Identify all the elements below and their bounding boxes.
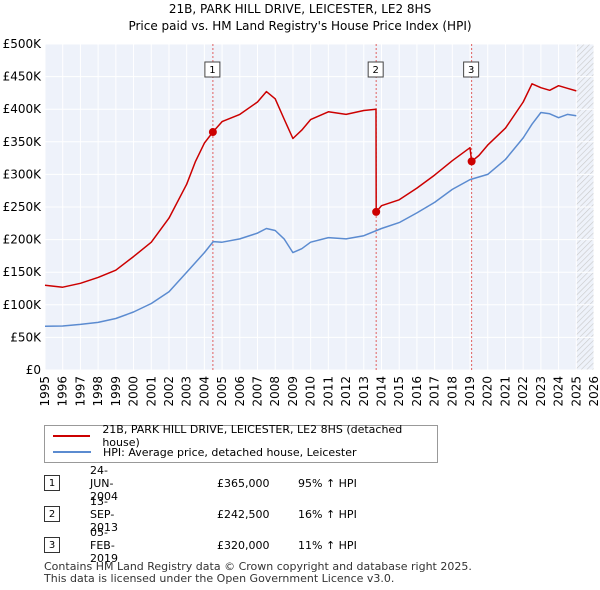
footer-license: This data is licensed under the Open Gov…	[44, 572, 395, 585]
x-tick-label: 1998	[91, 376, 105, 407]
transaction-number: 3	[44, 537, 60, 553]
x-tick-label: 2001	[144, 376, 158, 407]
y-tick-label: £350K	[3, 135, 43, 149]
x-tick-label: 2026	[587, 376, 600, 407]
x-tick-label: 2000	[127, 376, 141, 407]
x-tick-label: 2025	[569, 376, 583, 407]
transaction-row: 1 24-JUN-2004 £365,000 95% ↑ HPI	[44, 464, 357, 503]
transaction-price: £242,500	[217, 507, 270, 521]
x-tick-label: 2013	[357, 376, 371, 407]
transaction-date: 05-FEB-2019	[90, 525, 118, 565]
legend-swatch-property	[53, 435, 91, 437]
x-tick-label: 1995	[38, 376, 52, 407]
x-tick-label: 2016	[410, 376, 424, 407]
x-tick-label: 2010	[304, 376, 318, 407]
y-tick-label: £200K	[3, 233, 43, 247]
legend-label-hpi: HPI: Average price, detached house, Leic…	[103, 445, 357, 459]
legend-label-property: 21B, PARK HILL DRIVE, LEICESTER, LE2 8HS…	[102, 423, 403, 449]
transaction-point	[208, 128, 217, 137]
x-tick-label: 2017	[428, 376, 442, 407]
chart-title: 21B, PARK HILL DRIVE, LEICESTER, LE2 8HS	[168, 2, 432, 16]
transaction-price: £320,000	[217, 538, 270, 552]
transaction-label-number: 1	[209, 65, 215, 76]
transaction-row: 2 13-SEP-2013 £242,500 16% ↑ HPI	[44, 495, 357, 534]
transaction-hpi: 16% ↑ HPI	[298, 507, 357, 521]
x-tick-label: 1997	[73, 376, 87, 407]
transaction-point	[467, 157, 476, 166]
y-tick-label: £500K	[3, 37, 43, 51]
x-tick-label: 2021	[498, 376, 512, 407]
x-tick-label: 2005	[215, 376, 229, 407]
property-series-line	[44, 83, 577, 288]
transaction-date: 13-SEP-2013	[90, 494, 118, 534]
legend-swatch-hpi	[53, 451, 91, 453]
transaction-hpi: 11% ↑ HPI	[298, 538, 357, 552]
y-tick-label: £50K	[10, 330, 42, 344]
transaction-point	[372, 207, 381, 216]
y-tick-label: £0	[26, 363, 41, 377]
x-tick-label: 2020	[481, 376, 495, 407]
footer-copyright: Contains HM Land Registry data © Crown c…	[44, 560, 472, 573]
x-tick-label: 2002	[162, 376, 176, 407]
y-tick-label: £150K	[3, 265, 43, 279]
chart-subtitle: Price paid vs. HM Land Registry's House …	[128, 19, 472, 33]
x-tick-label: 2014	[374, 376, 388, 407]
x-tick-label: 2015	[392, 376, 406, 407]
chart-legend: 21B, PARK HILL DRIVE, LEICESTER, LE2 8HS…	[44, 423, 438, 463]
x-tick-label: 2008	[268, 376, 282, 407]
x-tick-label: 2007	[251, 376, 265, 407]
x-tick-label: 2018	[445, 376, 459, 407]
hpi-series-line	[44, 111, 577, 328]
transaction-price: £365,000	[217, 476, 270, 490]
y-tick-label: £400K	[3, 102, 43, 116]
x-tick-label: 2012	[339, 376, 353, 407]
transaction-label-box	[367, 61, 384, 78]
x-tick-label: 2019	[463, 376, 477, 407]
x-tick-label: 2024	[552, 376, 566, 407]
x-tick-label: 2011	[321, 376, 335, 407]
transaction-hpi: 95% ↑ HPI	[298, 476, 357, 490]
transaction-label-number: 2	[372, 65, 378, 76]
y-tick-label: £300K	[3, 167, 43, 181]
transaction-number: 2	[44, 506, 60, 522]
x-tick-label: 2022	[516, 376, 530, 407]
x-tick-label: 2003	[180, 376, 194, 407]
x-tick-label: 2009	[286, 376, 300, 407]
x-tick-label: 1999	[109, 376, 123, 407]
transaction-row: 3 05-FEB-2019 £320,000 11% ↑ HPI	[44, 526, 357, 565]
x-tick-label: 1996	[56, 376, 70, 407]
legend-item-property: 21B, PARK HILL DRIVE, LEICESTER, LE2 8HS…	[53, 423, 437, 449]
y-tick-label: £450K	[3, 70, 43, 84]
transaction-label-box	[204, 61, 221, 78]
transaction-label-box	[463, 61, 480, 78]
x-tick-label: 2023	[534, 376, 548, 407]
y-tick-label: £100K	[3, 298, 43, 312]
x-tick-label: 2004	[197, 376, 211, 407]
transaction-date: 24-JUN-2004	[90, 463, 118, 503]
legend-item-hpi: HPI: Average price, detached house, Leic…	[53, 444, 357, 460]
transaction-number: 1	[44, 475, 60, 491]
x-tick-label: 2006	[233, 376, 247, 407]
transaction-label-number: 3	[468, 65, 474, 76]
y-tick-label: £250K	[3, 200, 43, 214]
price-chart: 1 2 3 £0 £50K £100K £150K £200K £250K £300K £350K £…	[3, 37, 600, 407]
